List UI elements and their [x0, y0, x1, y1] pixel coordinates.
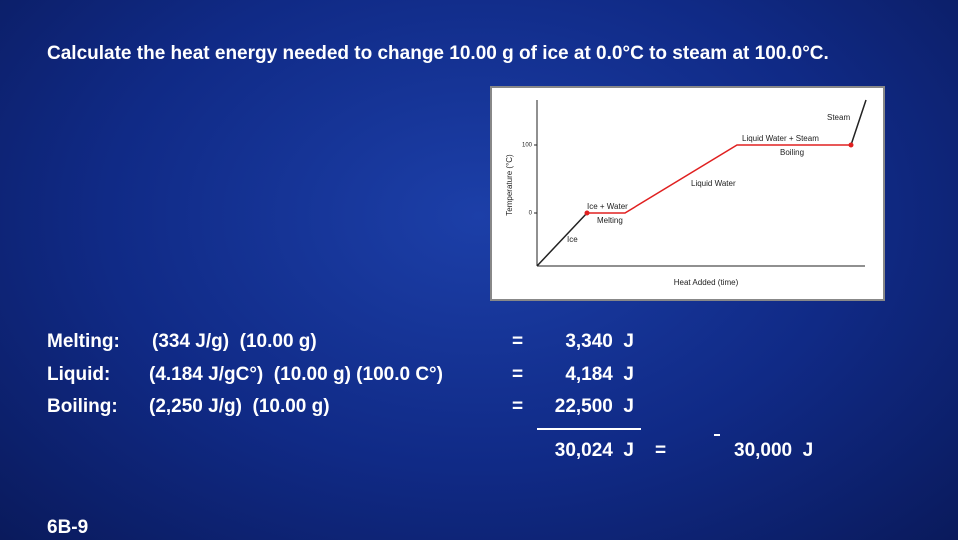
- curve-label: Ice + Water: [587, 202, 628, 211]
- equals: =: [655, 440, 667, 461]
- row-label: Melting:: [47, 331, 120, 352]
- row-label: Liquid:: [47, 364, 111, 385]
- curve-label: Steam: [827, 113, 850, 122]
- curve-red: [587, 144, 851, 214]
- slide-number: 6B-9: [47, 517, 89, 538]
- curve-label: Liquid Water + Steam: [742, 134, 819, 143]
- approx-mark: [714, 434, 720, 436]
- point: [584, 210, 590, 216]
- curve-ice: [536, 212, 588, 267]
- result: 22,500 J: [554, 396, 634, 417]
- heating-curve: 100 0 Temperature (°C) Heat Added (time)…: [490, 86, 885, 301]
- sum-line: [537, 428, 641, 430]
- x-axis-label: Heat Added (time): [674, 278, 739, 287]
- result: 3,340 J: [565, 331, 634, 352]
- row-label: Boiling:: [47, 396, 118, 417]
- curve-label: Liquid Water: [691, 179, 736, 188]
- result: 4,184 J: [565, 364, 634, 385]
- equals: =: [512, 364, 524, 385]
- expression: (2,250 J/g) (10.00 g): [149, 396, 330, 417]
- equals: =: [512, 396, 524, 417]
- tick-label: 100: [522, 143, 533, 149]
- expression: (334 J/g) (10.00 g): [152, 331, 317, 352]
- title: Calculate the heat energy needed to chan…: [47, 43, 829, 64]
- expression: (4.184 J/gC°) (10.00 g) (100.0 C°): [149, 364, 443, 385]
- curve-label: Melting: [597, 216, 623, 225]
- equals: =: [512, 331, 524, 352]
- total: 30,024 J: [554, 440, 634, 461]
- curve-label: Ice: [567, 235, 578, 244]
- rounded-total: 30,000 J: [734, 440, 814, 461]
- figure-frame: [490, 86, 885, 301]
- curve-label: Boiling: [780, 148, 804, 157]
- tick-label: 0: [529, 211, 533, 217]
- point: [848, 142, 854, 148]
- y-axis-label: Temperature (°C): [505, 154, 514, 216]
- curve-steam: [850, 99, 867, 146]
